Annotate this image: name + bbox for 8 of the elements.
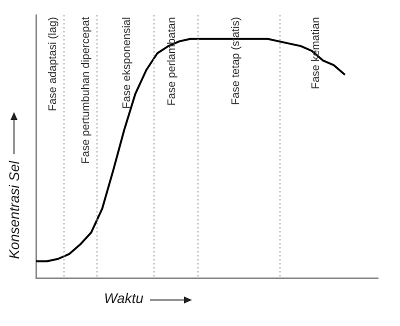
annotation: Fase adaptasi (lag) xyxy=(47,17,60,112)
annotation: Fase tetap (statis) xyxy=(230,17,242,106)
annotation: Fase eksponensial xyxy=(121,17,134,109)
x-axis-title: Waktu xyxy=(104,290,144,306)
annotation: Fase perlambatan xyxy=(166,17,178,106)
annotation: Fase kematian xyxy=(310,17,322,90)
annotation: Fase pertumbuhan dipercepat xyxy=(80,17,92,164)
y-axis-title: Konsentrasi Sel xyxy=(6,160,22,260)
